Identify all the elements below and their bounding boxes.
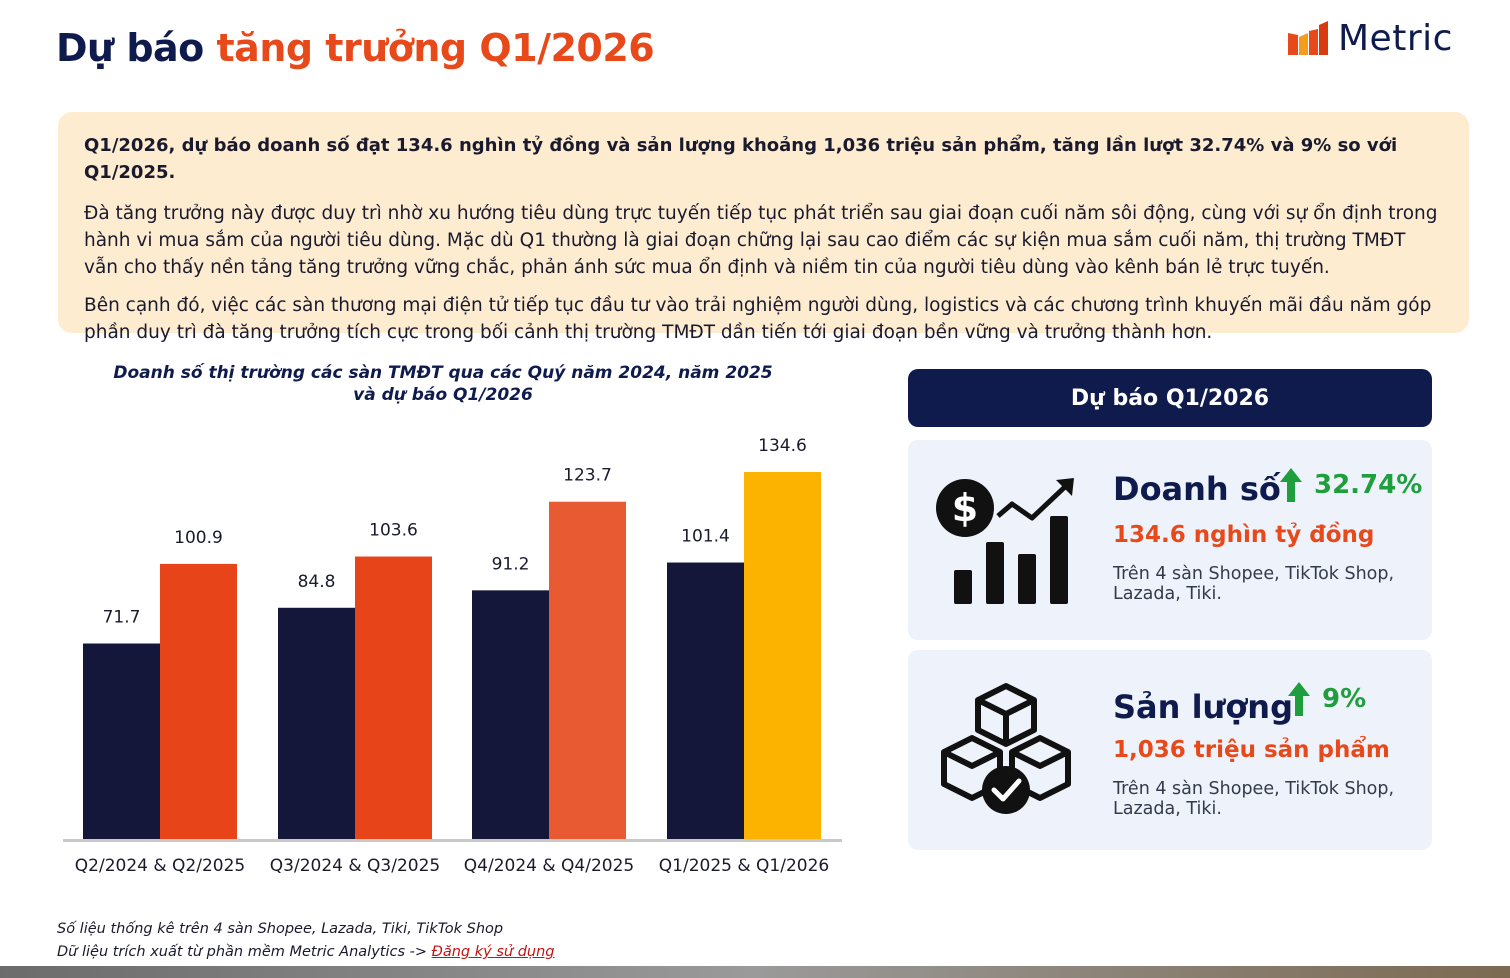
chart-title: Doanh số thị trường các sàn TMĐT qua các…	[58, 362, 828, 406]
footnote-line1: Số liệu thống kê trên 4 sàn Shopee, Laza…	[57, 921, 504, 937]
metric-logo-bars-icon	[1288, 21, 1328, 55]
page-title: Dự báo tăng trưởng Q1/2026	[56, 26, 655, 70]
chart-title-line1: Doanh số thị trường các sàn TMĐT qua các…	[113, 363, 773, 383]
revenue-growth: 32.74%	[1280, 468, 1422, 502]
bar-2-1	[278, 607, 355, 839]
forecast-card-volume: Sản lượng 9% 1,036 triệu sản phẩm Trên 4…	[908, 650, 1432, 850]
forecast-card-revenue: $ Doanh số 32.74% 134.6 nghìn tỷ đồng Tr…	[908, 440, 1432, 640]
bar-value-label: 101.4	[681, 527, 730, 547]
arrow-up-icon	[1280, 468, 1302, 502]
revenue-growth-value: 32.74%	[1314, 470, 1423, 500]
bar-value-label: 84.8	[298, 572, 336, 592]
dollar-chart-growth-icon: $	[936, 478, 1074, 604]
chart-title-line2: và dự báo Q1/2026	[353, 385, 533, 405]
bar-value-label: 123.7	[563, 466, 612, 486]
x-tick-label: Q3/2024 & Q3/2025	[270, 856, 440, 876]
volume-growth-value: 9%	[1322, 684, 1367, 714]
revenue-bar-chart: 71.7 100.9 Q2/2024 & Q2/2025 84.8 103.6 Q3/20…	[63, 436, 842, 876]
bottom-bar	[0, 966, 1510, 978]
footnote-line2: Dữ liệu trích xuất từ phần mềm Metric An…	[57, 941, 554, 964]
volume-description: Trên 4 sàn Shopee, TikTok Shop, Lazada, …	[1113, 779, 1395, 819]
footnote-line2-text: Dữ liệu trích xuất từ phần mềm Metric An…	[57, 944, 432, 960]
x-tick-label: Q1/2025 & Q1/2026	[659, 856, 829, 876]
footnote: Số liệu thống kê trên 4 sàn Shopee, Laza…	[57, 918, 554, 964]
register-link[interactable]: Đăng ký sử dụng	[431, 944, 555, 960]
svg-text:$: $	[952, 486, 978, 530]
summary-paragraph-1: Đà tăng trưởng này được duy trì nhờ xu h…	[84, 203, 1438, 278]
bar-2-2	[355, 556, 432, 839]
summary-lead: Q1/2026, dự báo doanh số đạt 134.6 nghìn…	[84, 135, 1398, 183]
summary-box: Q1/2026, dự báo doanh số đạt 134.6 nghìn…	[58, 112, 1469, 343]
bar-1-1	[83, 643, 160, 839]
page-title-part1: Dự báo	[56, 26, 204, 70]
metric-logo: Metric	[1286, 16, 1476, 60]
volume-label: Sản lượng	[1113, 688, 1293, 726]
arrow-up-icon	[1288, 682, 1310, 716]
revenue-label: Doanh số	[1113, 470, 1281, 508]
bar-value-label: 103.6	[369, 521, 418, 541]
bar-4-2	[744, 472, 821, 839]
logo-text: Metric	[1338, 17, 1453, 59]
x-tick-label: Q2/2024 & Q2/2025	[75, 856, 245, 876]
bar-1-2	[160, 563, 237, 839]
page-title-part2: tăng trưởng Q1/2026	[216, 26, 655, 70]
bar-value-label: 91.2	[492, 554, 530, 574]
boxes-checkmark-icon	[941, 683, 1071, 814]
bar-value-label: 134.6	[758, 436, 807, 456]
bar-4-1	[667, 562, 744, 839]
bar-value-label: 71.7	[103, 608, 141, 628]
summary-paragraph-2: Bên cạnh đó, việc các sàn thương mại điệ…	[84, 295, 1432, 343]
x-tick-label: Q4/2024 & Q4/2025	[464, 856, 634, 876]
bar-value-label: 100.9	[174, 528, 223, 548]
bar-3-1	[472, 590, 549, 839]
volume-value: 1,036 triệu sản phẩm	[1113, 737, 1390, 763]
revenue-value: 134.6 nghìn tỷ đồng	[1113, 522, 1375, 548]
forecast-header: Dự báo Q1/2026	[908, 369, 1432, 427]
bar-3-2	[549, 501, 626, 839]
volume-growth: 9%	[1288, 682, 1366, 716]
revenue-description: Trên 4 sàn Shopee, TikTok Shop, Lazada, …	[1113, 564, 1395, 604]
